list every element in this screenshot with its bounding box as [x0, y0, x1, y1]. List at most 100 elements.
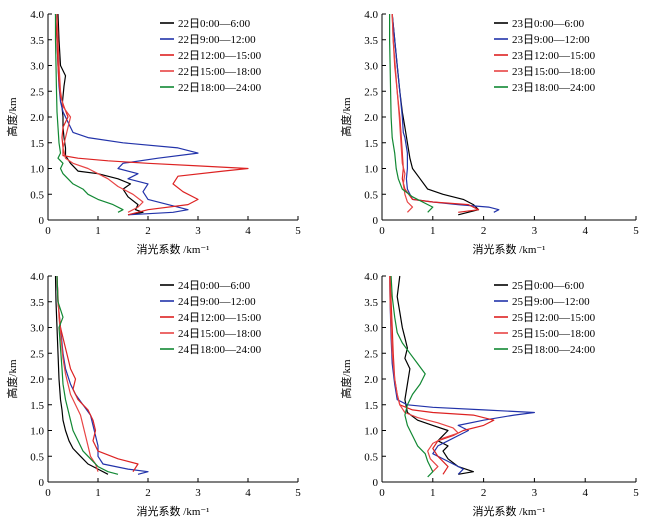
x-tick-label: 4 — [582, 487, 588, 499]
y-tick-label: 0.5 — [30, 451, 44, 463]
y-tick-label: 3.5 — [30, 35, 44, 47]
legend-label-2: 22日9:00—12:00 — [178, 34, 256, 46]
y-tick-label: 1.0 — [364, 426, 378, 438]
legend-label-5: 22日18:00—24:00 — [178, 82, 262, 94]
x-tick-label: 0 — [45, 225, 51, 237]
y-tick-label: 4.0 — [364, 271, 378, 283]
y-tick-label: 3.5 — [364, 297, 378, 309]
legend-label-1: 23日0:00—6:00 — [512, 18, 585, 30]
series-line-3 — [389, 275, 495, 475]
series-line-1 — [391, 13, 480, 216]
x-tick-label: 4 — [245, 225, 251, 237]
series-line-1 — [57, 13, 144, 216]
y-tick-label: 1.5 — [364, 138, 378, 150]
legend-label-3: 25日12:00—15:00 — [512, 312, 596, 324]
x-tick-label: 0 — [45, 487, 51, 499]
series-line-3 — [391, 13, 480, 213]
legend-label-4: 24日15:00—18:00 — [178, 328, 262, 340]
legend-label-5: 24日18:00—24:00 — [178, 344, 262, 356]
x-tick-label: 4 — [582, 225, 588, 237]
x-tick-label: 2 — [145, 225, 151, 237]
x-tick-label: 5 — [633, 225, 639, 237]
x-tick-label: 0 — [379, 487, 385, 499]
y-tick-label: 1.5 — [364, 400, 378, 412]
y-tick-label: 0 — [373, 215, 379, 227]
x-tick-label: 3 — [532, 225, 538, 237]
x-tick-label: 5 — [295, 487, 301, 499]
legend-label-3: 23日12:00—15:00 — [512, 50, 596, 62]
y-axis-title: 高度/km — [339, 359, 353, 399]
y-tick-label: 3.0 — [364, 323, 378, 335]
x-tick-label: 1 — [430, 225, 436, 237]
y-tick-label: 1.0 — [364, 164, 378, 176]
x-tick-label: 1 — [430, 487, 436, 499]
legend-label-1: 22日0:00—6:00 — [178, 18, 251, 30]
y-tick-label: 2.5 — [364, 348, 378, 360]
y-axis-title: 高度/km — [5, 97, 19, 137]
x-tick-label: 1 — [95, 487, 101, 499]
y-tick-label: 0 — [39, 477, 45, 489]
y-tick-label: 0.5 — [364, 189, 378, 201]
y-tick-label: 2.0 — [364, 112, 378, 124]
y-tick-label: 3.5 — [364, 35, 378, 47]
legend-label-4: 25日15:00—18:00 — [512, 328, 596, 340]
chart-panel-2: 0 1 2 3 4 5 0 0.5 1.0 1.5 2.0 2.5 3.0 3.5 4.0 消光系数 /km⁻… — [339, 9, 639, 256]
series-line-3 — [54, 13, 249, 216]
chart-panel-1: 0 1 2 3 4 5 0 0.5 1.0 1.5 2.0 2.5 3.0 3.5 4.0 消光系数 /km⁻… — [5, 9, 301, 256]
y-tick-label: 3.0 — [30, 61, 44, 73]
y-tick-label: 3.0 — [30, 323, 44, 335]
y-tick-label: 3.5 — [30, 297, 44, 309]
legend-label-2: 23日9:00—12:00 — [512, 34, 590, 46]
y-tick-label: 4.0 — [30, 9, 44, 21]
y-tick-label: 3.0 — [364, 61, 378, 73]
series-line-5 — [389, 14, 434, 213]
x-tick-label: 2 — [145, 487, 151, 499]
x-axis-title: 消光系数 /km⁻¹ — [137, 242, 210, 256]
y-axis-title: 高度/km — [5, 359, 19, 399]
chart-panel-3: 0 1 2 3 4 5 0 0.5 1.0 1.5 2.0 2.5 3.0 3.5 4.0 消光系数 /km⁻… — [5, 271, 301, 518]
y-tick-label: 0 — [373, 477, 379, 489]
legend: 25日0:00—6:00 25日9:00—12:00 25日12:00—15:00 2… — [494, 280, 596, 356]
series-line-1 — [54, 275, 109, 475]
y-tick-label: 2.5 — [364, 86, 378, 98]
x-axis-title: 消光系数 /km⁻¹ — [473, 242, 546, 256]
legend-label-1: 24日0:00—6:00 — [178, 280, 251, 292]
series-line-2 — [54, 13, 199, 216]
y-tick-label: 4.0 — [364, 9, 378, 21]
chart-panel-4: 0 1 2 3 4 5 0 0.5 1.0 1.5 2.0 2.5 3.0 3.5 4.0 消光系数 /km⁻… — [339, 271, 639, 518]
y-tick-label: 0.5 — [30, 189, 44, 201]
legend-label-5: 23日18:00—24:00 — [512, 82, 596, 94]
series-line-3 — [56, 275, 139, 473]
x-tick-label: 5 — [295, 225, 301, 237]
x-tick-label: 3 — [195, 225, 201, 237]
legend-label-3: 22日12:00—15:00 — [178, 50, 262, 62]
series-line-4 — [56, 275, 99, 472]
legend-label-5: 25日18:00—24:00 — [512, 344, 596, 356]
series-line-5 — [390, 275, 434, 478]
y-tick-label: 1.5 — [30, 400, 44, 412]
y-tick-label: 2.0 — [30, 374, 44, 386]
y-tick-label: 2.5 — [30, 86, 44, 98]
legend-label-3: 24日12:00—15:00 — [178, 312, 262, 324]
legend-label-4: 22日15:00—18:00 — [178, 66, 262, 78]
legend-label-2: 24日9:00—12:00 — [178, 296, 256, 308]
x-tick-label: 4 — [245, 487, 251, 499]
y-tick-label: 1.0 — [30, 164, 44, 176]
legend: 24日0:00—6:00 24日9:00—12:00 24日12:00—15:00 2… — [160, 280, 262, 356]
series-line-1 — [396, 275, 474, 475]
legend: 23日0:00—6:00 23日9:00—12:00 23日12:00—15:00 2… — [494, 18, 596, 94]
x-tick-label: 2 — [481, 225, 487, 237]
x-axis-title: 消光系数 /km⁻¹ — [137, 504, 210, 518]
series-line-4 — [389, 275, 459, 473]
y-tick-label: 0.5 — [364, 451, 378, 463]
legend-label-2: 25日9:00—12:00 — [512, 296, 590, 308]
legend-label-1: 25日0:00—6:00 — [512, 280, 585, 292]
legend-label-4: 23日15:00—18:00 — [512, 66, 596, 78]
y-tick-label: 1.5 — [30, 138, 44, 150]
series-line-5 — [56, 275, 119, 475]
x-tick-label: 5 — [633, 487, 639, 499]
x-tick-label: 0 — [379, 225, 385, 237]
x-tick-label: 3 — [195, 487, 201, 499]
series-line-4 — [391, 13, 414, 213]
